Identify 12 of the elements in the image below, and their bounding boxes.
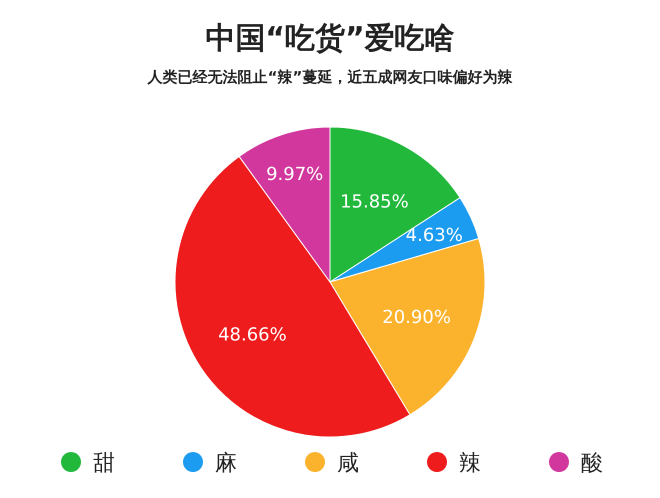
legend-label: 咸 xyxy=(337,451,359,476)
chart-subtitle: 人类已经无法阻止“辣”蔓延，近五成网友口味偏好为辣 xyxy=(146,68,514,86)
legend-label: 甜 xyxy=(93,451,115,476)
legend-label: 辣 xyxy=(459,451,481,476)
data-label: 4.63% xyxy=(406,225,463,246)
data-label: 15.85% xyxy=(340,191,409,212)
data-label: 48.66% xyxy=(218,324,287,346)
legend-label: 麻 xyxy=(215,451,237,476)
data-label: 20.90% xyxy=(382,306,451,328)
legend-label: 酸 xyxy=(581,451,603,476)
chart-title: 中国“吃货”爱吃啥 xyxy=(205,21,455,56)
data-label: 9.97% xyxy=(266,164,324,185)
